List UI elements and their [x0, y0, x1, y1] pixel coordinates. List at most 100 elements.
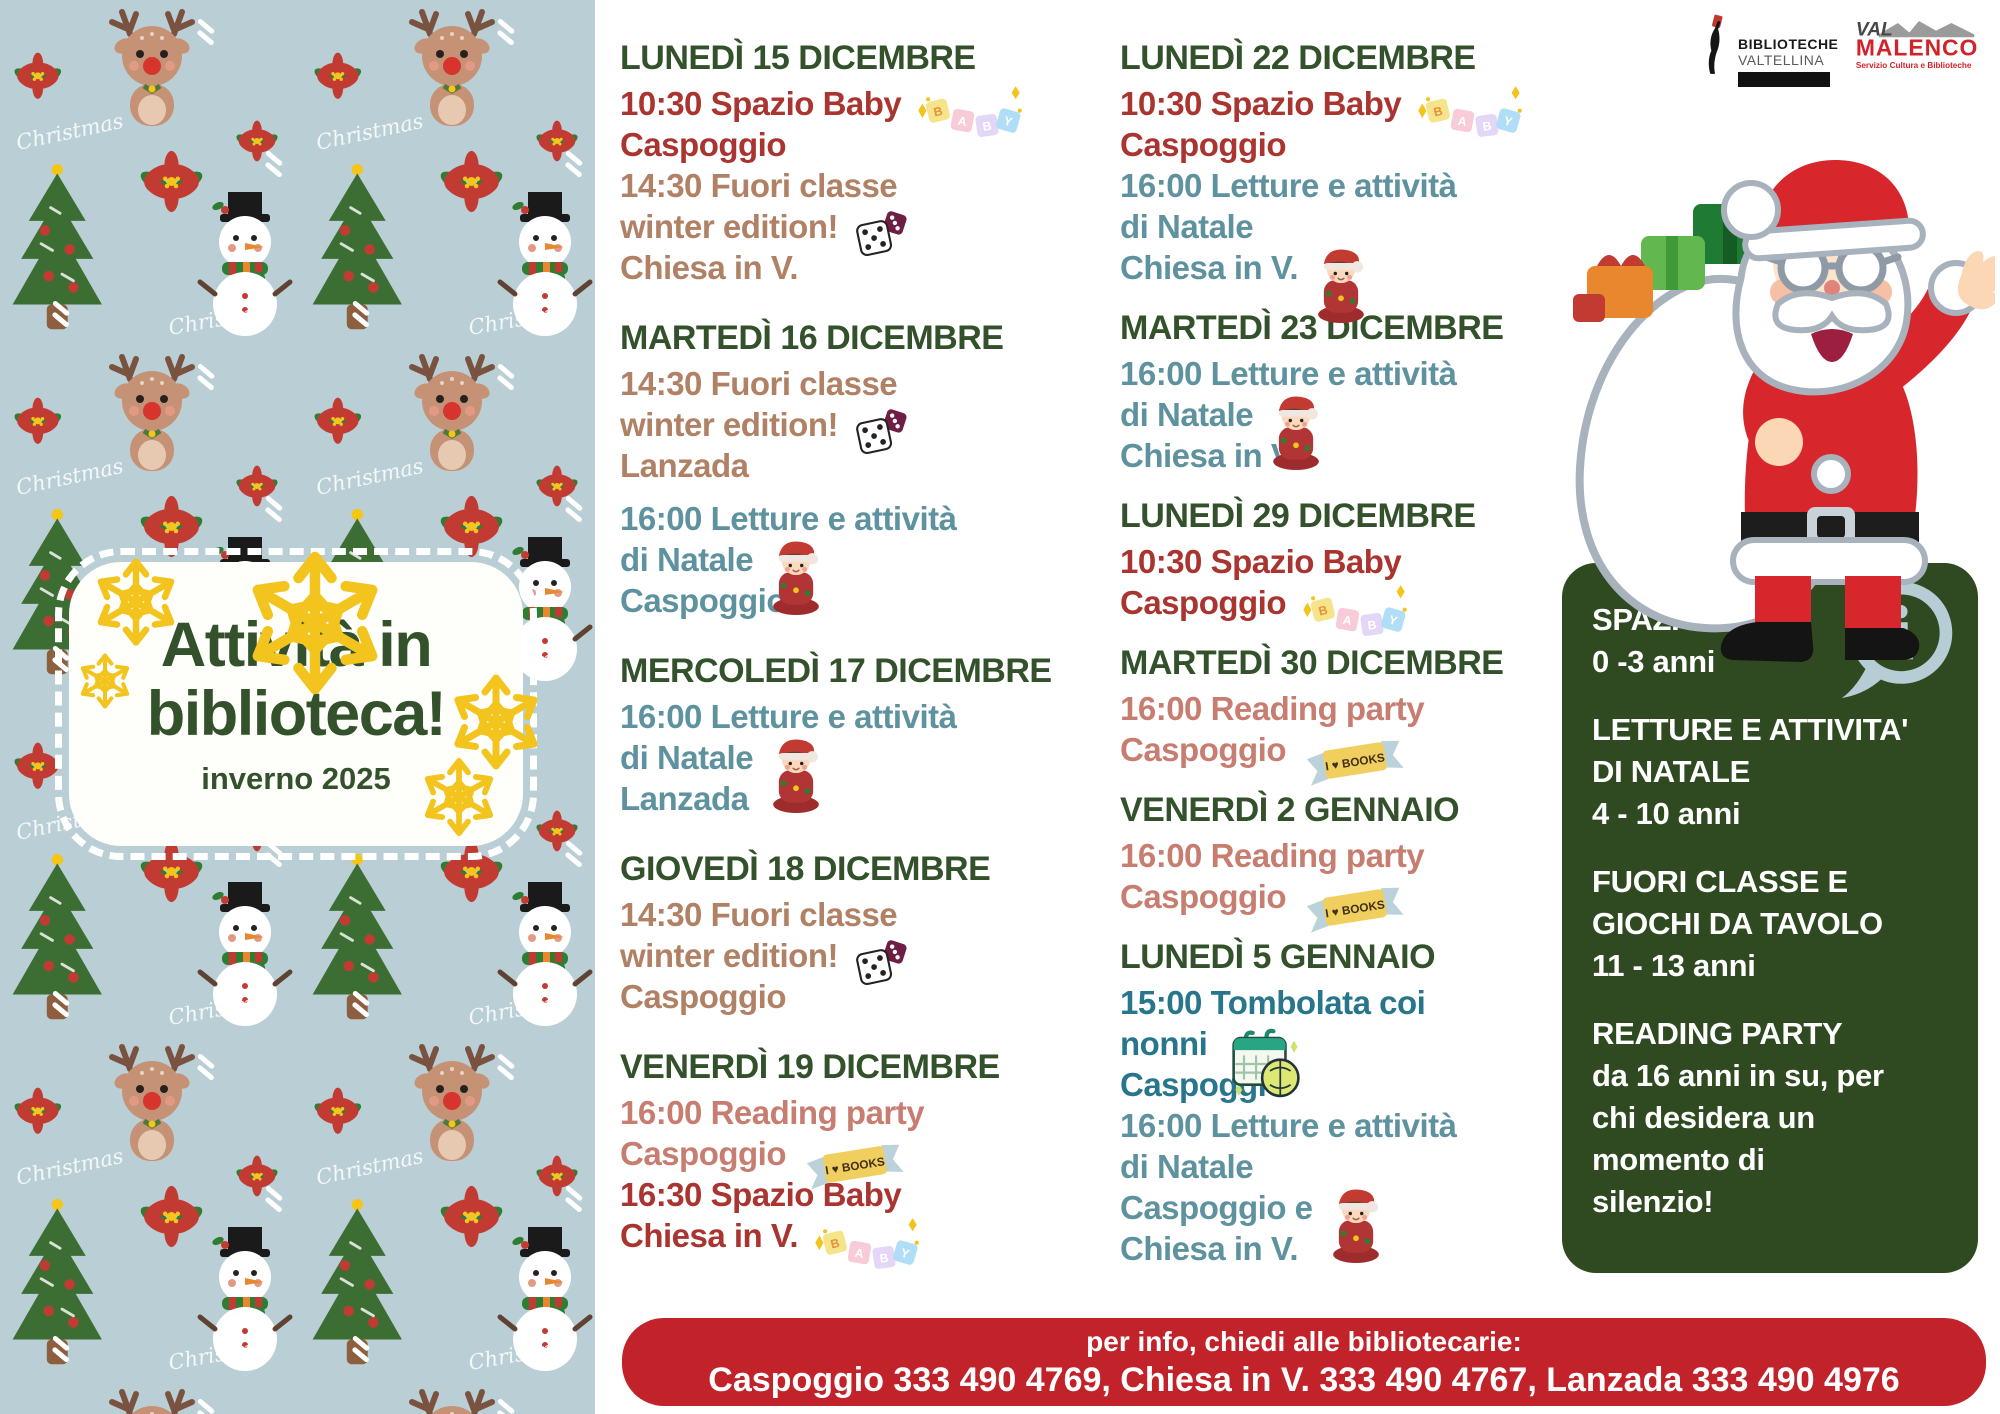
svg-text:B: B: [1482, 118, 1493, 133]
event-line-text: 16:00 Letture e attività: [1120, 1106, 1457, 1144]
event-day-heading: VENERDÌ 19 DICEMBRE: [620, 1048, 1000, 1086]
event-line: Chiesa in V.: [1120, 247, 1590, 323]
event-line-text: Caspoggio: [620, 977, 787, 1015]
baby-blocks-icon: B A B Y: [1415, 85, 1523, 142]
logo-biblioteche-line1: BIBLIOTECHE: [1738, 36, 1839, 52]
baby-blocks-icon: B A B Y: [1300, 584, 1408, 641]
event-line: 16:00 Reading party: [1120, 835, 1590, 876]
info-line: DI NATALE: [1592, 754, 1751, 789]
boot-right: [1845, 628, 1920, 660]
event-line-text: Caspoggio: [620, 125, 787, 163]
event-line-text: 16:00 Letture e attività: [620, 499, 957, 537]
svg-text:Y: Y: [1387, 612, 1399, 628]
events-column-1: LUNEDÌ 15 DICEMBRE 10:30 Spazio Baby B A …: [620, 38, 1120, 1286]
event-line-text: winter edition!: [620, 936, 839, 974]
snowflake-icon: [76, 652, 134, 710]
logo-black-bar: [1738, 72, 1830, 87]
event-line-text: 16:00 Letture e attività: [1120, 166, 1457, 204]
snowflake-icon: [418, 756, 500, 838]
event-block: VENERDÌ 2 GENNAIO 16:00 Reading party Casp…: [1120, 790, 1590, 933]
event-line: 14:30 Fuori classe: [620, 894, 1120, 935]
event-line: 10:30 Spazio Baby B A B Y: [620, 83, 1120, 137]
event-block: VENERDÌ 19 DICEMBRE 16:00 Reading party Ca…: [620, 1047, 1120, 1269]
valmalenco-logo: VAL MALENCO Servizio Cultura e Bibliotec…: [1854, 14, 1980, 77]
event-line: Chiesa in V.: [620, 247, 1120, 288]
event-line-text: 10:30 Spazio Baby: [1120, 84, 1402, 122]
svg-text:A: A: [957, 113, 968, 128]
event-line-text: Chiesa in V.: [1120, 1229, 1299, 1267]
event-line: Lanzada: [620, 445, 1120, 486]
svg-text:B: B: [932, 103, 944, 119]
info-section: READING PARTY da 16 anni in su, per chi de…: [1592, 1013, 1952, 1223]
event-line-text: 10:30 Spazio Baby: [1120, 542, 1402, 580]
event-line-text: 14:30 Fuori classe: [620, 895, 898, 933]
event-line: di Natale: [620, 737, 1120, 813]
dice-icon: [852, 404, 908, 458]
event-line-text: di Natale: [620, 540, 754, 578]
event-line: nonni: [1120, 1023, 1590, 1097]
event-day-heading: MERCOLEDÌ 17 DICEMBRE: [620, 652, 1052, 690]
logo-subtitle-text: Servizio Cultura e Biblioteche: [1856, 61, 1972, 70]
event-line-text: winter edition!: [620, 405, 839, 443]
event-line: Caspoggio: [620, 580, 1120, 621]
svg-text:Y: Y: [899, 1245, 911, 1261]
hat-pom: [1721, 180, 1781, 240]
event-day-heading: MARTEDÌ 23 DICEMBRE: [1120, 309, 1504, 347]
logo-malenco-text: MALENCO: [1856, 34, 1978, 60]
event-line-text: 10:30 Spazio Baby: [620, 84, 902, 122]
event-line-text: Caspoggio: [1120, 583, 1287, 621]
event-line: 16:00 Letture e attività: [1120, 165, 1590, 206]
event-line: 10:30 Spazio Baby: [1120, 541, 1590, 582]
baby-blocks-icon: B A B Y: [915, 85, 1023, 142]
baby-blocks-icon: B A B Y: [812, 1217, 920, 1274]
svg-text:B: B: [982, 118, 993, 133]
event-line: Chiesa in V.: [1120, 435, 1590, 476]
boot-left: [1720, 622, 1814, 662]
info-line: 4 - 10 anni: [1592, 796, 1741, 831]
elf-doll-icon: [1312, 244, 1370, 324]
event-line-text: di Natale: [620, 738, 754, 776]
event-line-text: Caspoggio: [620, 581, 787, 619]
svg-text:A: A: [854, 1245, 865, 1260]
event-line: Caspoggio: [1120, 124, 1590, 165]
fist-hand: [1755, 418, 1803, 466]
info-line: GIOCHI DA TAVOLO: [1592, 906, 1883, 941]
event-block: LUNEDÌ 15 DICEMBRE 10:30 Spazio Baby B A …: [620, 38, 1120, 288]
event-line: Caspoggio: [1120, 1064, 1590, 1105]
event-line: Chiesa in V.: [1120, 1228, 1590, 1269]
i-love-books-banner-icon: I ♥ BOOKS: [1300, 735, 1410, 789]
event-day-heading: VENERDÌ 2 GENNAIO: [1120, 791, 1460, 829]
event-line: Chiesa in V. B A B Y: [620, 1215, 1120, 1269]
event-day-heading: GIOVEDÌ 18 DICEMBRE: [620, 850, 991, 888]
header-logos: BIBLIOTECHE VALTELLINA VAL MALENCO Servi…: [1702, 14, 1980, 87]
event-line: Caspoggio I ♥ BOOKS: [620, 1133, 1120, 1190]
event-line-text: 16:00 Reading party: [1120, 689, 1425, 727]
event-day-heading: LUNEDÌ 22 DICEMBRE: [1120, 39, 1476, 77]
event-line: Caspoggio: [620, 124, 1120, 165]
event-line: 16:00 Reading party: [620, 1092, 1120, 1133]
event-line-text: di Natale: [1120, 395, 1254, 433]
event-line-text: 14:30 Fuori classe: [620, 166, 898, 204]
event-line-text: Chiesa in V.: [620, 248, 799, 286]
dice-icon: [852, 206, 908, 260]
svg-text:Y: Y: [1502, 113, 1514, 129]
valmalenco-logo-art: VAL MALENCO Servizio Cultura e Bibliotec…: [1856, 19, 1978, 70]
logo-figure-icon: [1708, 14, 1723, 74]
info-sections: SPAZIO BABY0 -3 anni LETTURE E ATTIVITA' D…: [1592, 599, 1952, 1223]
footer-bar: per info, chiedi alle bibliotecarie: Cas…: [622, 1318, 1986, 1406]
event-line-text: Caspoggio: [620, 1134, 787, 1172]
event-block: GIOVEDÌ 18 DICEMBRE 14:30 Fuori classe win…: [620, 849, 1120, 1017]
event-line-text: Chiesa in V.: [620, 1216, 799, 1254]
elf-doll-icon: [767, 734, 825, 814]
info-line: da 16 anni in su, per: [1592, 1058, 1884, 1093]
event-line: Caspoggio B A B Y: [1120, 582, 1590, 636]
info-section: FUORI CLASSE E GIOCHI DA TAVOLO 11 - 13 an…: [1592, 861, 1952, 987]
event-line-text: 14:30 Fuori classe: [620, 364, 898, 402]
event-line: Caspoggio I ♥ BOOKS: [1120, 729, 1590, 786]
nose: [1824, 280, 1840, 296]
event-line: Caspoggio e: [1120, 1187, 1590, 1263]
event-line-text: Caspoggio: [1120, 877, 1287, 915]
event-line: di Natale: [1120, 1146, 1590, 1187]
event-day-heading: LUNEDÌ 5 GENNAIO: [1120, 938, 1436, 976]
